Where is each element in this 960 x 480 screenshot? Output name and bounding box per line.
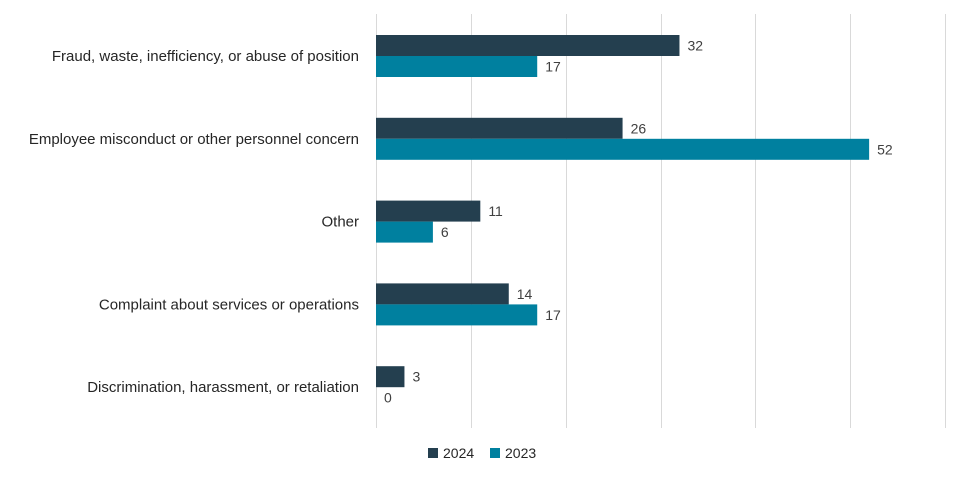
data-label-2023: 17 [545,307,561,323]
bar-2024 [376,283,509,305]
legend-swatch-2023 [490,448,500,458]
legend-label-2024: 2024 [443,445,474,461]
data-label-2023: 17 [545,59,561,75]
data-label-2023: 6 [441,224,449,240]
category-label: Fraud, waste, inefficiency, or abuse of … [52,48,359,65]
data-label-2024: 3 [412,369,420,385]
category-label: Other [321,214,359,231]
category-label: Discrimination, harassment, or retaliati… [87,379,359,396]
bar-2024 [376,366,405,388]
data-label-2024: 11 [488,203,503,219]
data-label-2024: 26 [631,120,647,136]
bar-2023 [376,221,433,243]
bar-2023 [376,304,538,326]
category-label: Employee misconduct or other personnel c… [29,131,359,148]
data-label-2024: 32 [687,38,703,54]
bar-2023 [376,138,870,160]
data-label-2023: 52 [877,141,893,157]
data-label-2023: 0 [384,390,392,406]
bar-2024 [376,117,623,139]
bar-2024 [376,200,481,222]
legend-label-2023: 2023 [505,445,536,461]
data-label-2024: 14 [517,286,533,302]
bar-2024 [376,35,680,56]
legend-swatch-2024 [428,448,438,458]
category-label: Complaint about services or operations [99,296,359,313]
bar-2023 [376,56,538,77]
